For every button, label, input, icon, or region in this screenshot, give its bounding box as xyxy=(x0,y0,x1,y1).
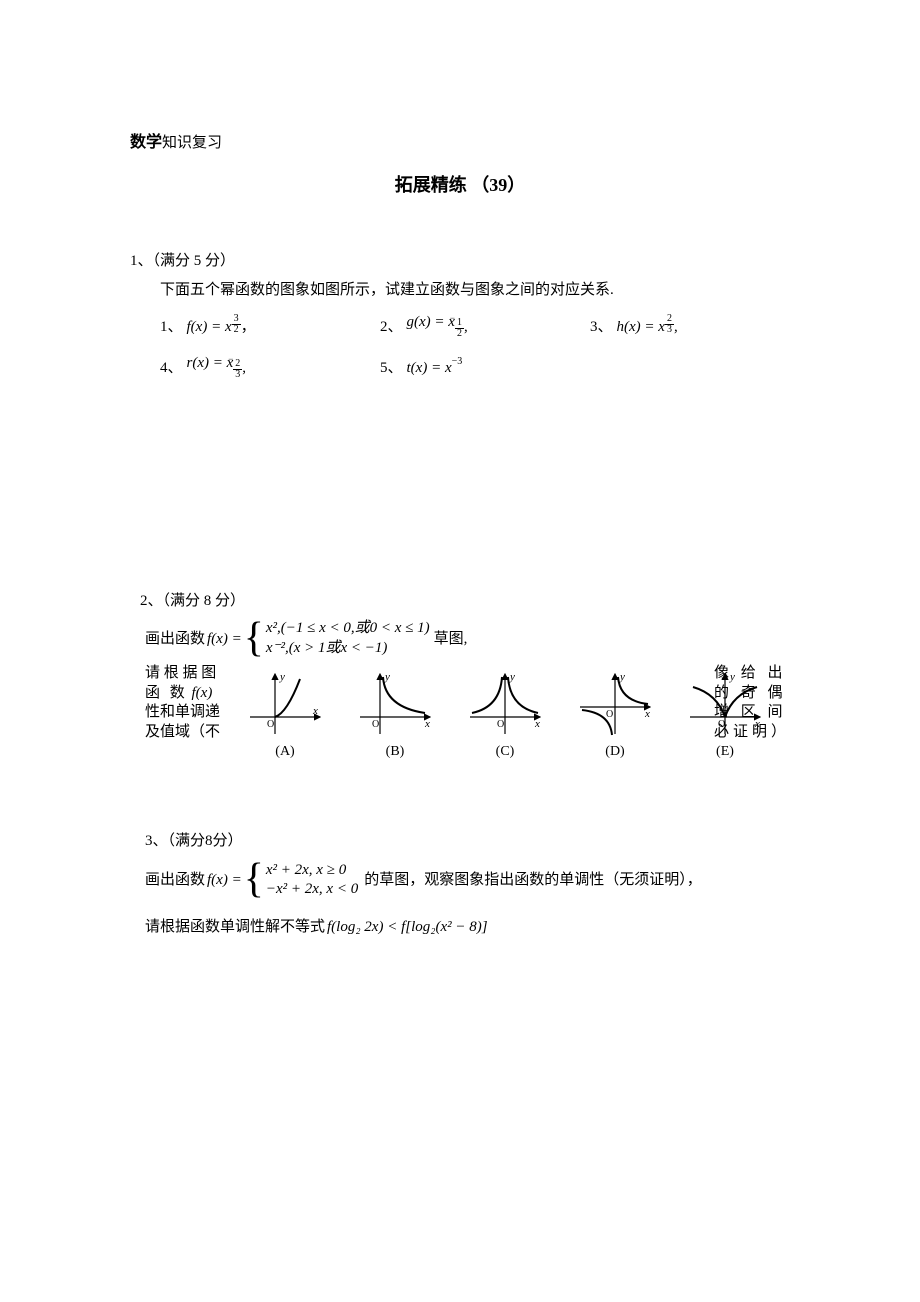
header-bold: 数学 xyxy=(130,134,162,151)
problem-2: 2、（满分 8 分） 画出函数 f(x) = { x²,(−1 ≤ x < 0,… xyxy=(130,589,790,768)
formula-4: 4、 r(x) = x−23 , xyxy=(160,351,350,384)
spacer-1 xyxy=(130,409,790,589)
formula-1-num: 1、 xyxy=(160,315,183,339)
problem-1: 1、（满分 5 分） 下面五个幂函数的图象如图所示，试建立函数与图象之间的对应关… xyxy=(130,249,790,384)
p2-left-0: 请 根 据 图 xyxy=(145,664,220,684)
p2-right-3: 必证明） xyxy=(714,723,790,743)
problem-2-head: 2、（满分 8 分） xyxy=(130,589,790,613)
svg-text:x: x xyxy=(312,705,318,717)
p2-left-2: 性和单调递 xyxy=(145,703,220,723)
formula-4-num: 4、 xyxy=(160,356,183,380)
problem-2-pre: 画出函数 xyxy=(145,627,205,651)
header-rest: 知识复习 xyxy=(162,135,222,151)
formula-2: 2、 g(x) = x−12 , xyxy=(380,310,560,343)
formula-2-num: 2、 xyxy=(380,315,403,339)
formula-1-tail: ， xyxy=(241,315,256,339)
p2-left-1: 函 数 f(x) xyxy=(145,684,220,704)
graphs-row: y O x (A) y O x ( xyxy=(130,664,790,768)
problem-3-fxlabel: f(x) = xyxy=(207,868,242,892)
formula-2-tail: , xyxy=(464,315,468,339)
formula-3: 3、 h(x) = x23 , xyxy=(590,315,678,339)
graph-d: y O x (D) xyxy=(570,669,660,763)
p2-right-0: 像 给 出 xyxy=(714,664,790,684)
formula-1: 1、 f(x) = x32 ， xyxy=(160,315,350,339)
problem-2-case1: x²,(−1 ≤ x < 0,或0 < x ≤ 1) xyxy=(266,619,430,639)
formula-2-fn: g(x) = x−12 xyxy=(407,310,464,343)
formula-5-num: 5、 xyxy=(380,356,403,380)
graph-a: y O x (A) xyxy=(240,669,330,763)
problem-3-case2: −x² + 2x, x < 0 xyxy=(266,880,358,900)
problem-3-pre: 画出函数 xyxy=(145,868,205,892)
graph-a-label: (A) xyxy=(275,741,294,763)
formula-3-fn: h(x) = x23 xyxy=(617,315,674,339)
problem-3-line2b: f(log₂ 2x) < f[log₂(x² − 8)] xyxy=(327,915,488,939)
problem-2-fx: 画出函数 f(x) = { x²,(−1 ≤ x < 0,或0 < x ≤ 1)… xyxy=(130,619,790,658)
formula-3-num: 3、 xyxy=(590,315,613,339)
problem-2-left-text: 请 根 据 图 函 数 f(x) 性和单调递 及值域（不 xyxy=(145,664,220,742)
problem-2-overlay: 请 根 据 图 函 数 f(x) 性和单调递 及值域（不 像 给 出 的 奇 偶… xyxy=(130,664,790,768)
p2-right-2: 增 区 间 xyxy=(714,703,790,723)
document-header: 数学知识复习 xyxy=(130,130,790,156)
formula-5: 5、 t(x) = x−3 xyxy=(380,356,462,380)
formula-4-fn: r(x) = x−23 xyxy=(187,351,243,384)
document-title: 拓展精练 （39） xyxy=(130,171,790,200)
svg-text:O: O xyxy=(606,709,613,720)
problem-2-fxlabel: f(x) = xyxy=(207,627,242,651)
formula-5-fn: t(x) = x−3 xyxy=(407,356,463,380)
svg-text:O: O xyxy=(372,719,379,730)
graph-b: y O x (B) xyxy=(350,669,440,763)
svg-text:x: x xyxy=(424,718,430,730)
graph-c-label: (C) xyxy=(496,741,515,763)
problem-3: 3、（满分8分） 画出函数 f(x) = { x² + 2x, x ≥ 0 −x… xyxy=(130,829,790,939)
graph-e-label: (E) xyxy=(716,741,734,763)
problem-2-right-text: 像 给 出 的 奇 偶 增 区 间 必证明） xyxy=(714,664,790,742)
svg-text:O: O xyxy=(497,719,504,730)
problem-1-row-2: 4、 r(x) = x−23 , 5、 t(x) = x−3 xyxy=(130,351,790,384)
graph-d-label: (D) xyxy=(605,741,624,763)
svg-text:x: x xyxy=(644,708,650,720)
formula-3-tail: , xyxy=(674,315,678,339)
problem-3-line2: 请根据函数单调性解不等式 f(log₂ 2x) < f[log₂(x² − 8)… xyxy=(145,915,790,939)
graph-b-label: (B) xyxy=(386,741,405,763)
problem-2-piecewise: { x²,(−1 ≤ x < 0,或0 < x ≤ 1) x⁻²,(x > 1或… xyxy=(244,619,430,658)
svg-text:y: y xyxy=(509,671,515,683)
problem-2-case2: x⁻²,(x > 1或x < −1) xyxy=(266,639,430,659)
problem-1-row-1: 1、 f(x) = x32 ， 2、 g(x) = x−12 , 3、 h(x)… xyxy=(130,310,790,343)
formula-1-fn: f(x) = x32 xyxy=(187,315,241,339)
problem-1-head: 1、（满分 5 分） xyxy=(130,249,790,273)
svg-text:y: y xyxy=(279,671,285,683)
problem-3-head: 3、（满分8分） xyxy=(145,829,790,853)
problem-3-post: 的草图，观察图象指出函数的单调性（无须证明）， xyxy=(364,868,702,892)
problem-3-piecewise: { x² + 2x, x ≥ 0 −x² + 2x, x < 0 xyxy=(244,861,359,900)
problem-1-desc: 下面五个幂函数的图象如图所示，试建立函数与图象之间的对应关系. xyxy=(130,278,790,302)
graph-c: y O x (C) xyxy=(460,669,550,763)
problem-3-line2a: 请根据函数单调性解不等式 xyxy=(145,915,325,939)
svg-text:y: y xyxy=(384,671,390,683)
problem-3-case1: x² + 2x, x ≥ 0 xyxy=(266,861,358,881)
svg-text:y: y xyxy=(619,671,625,683)
p2-right-1: 的 奇 偶 xyxy=(714,684,790,704)
p2-left-3: 及值域（不 xyxy=(145,723,220,743)
svg-text:O: O xyxy=(267,719,274,730)
problem-2-post: 草图, xyxy=(434,627,468,651)
problem-3-line1: 画出函数 f(x) = { x² + 2x, x ≥ 0 −x² + 2x, x… xyxy=(145,861,790,900)
formula-4-tail: , xyxy=(242,356,246,380)
svg-text:x: x xyxy=(534,718,540,730)
